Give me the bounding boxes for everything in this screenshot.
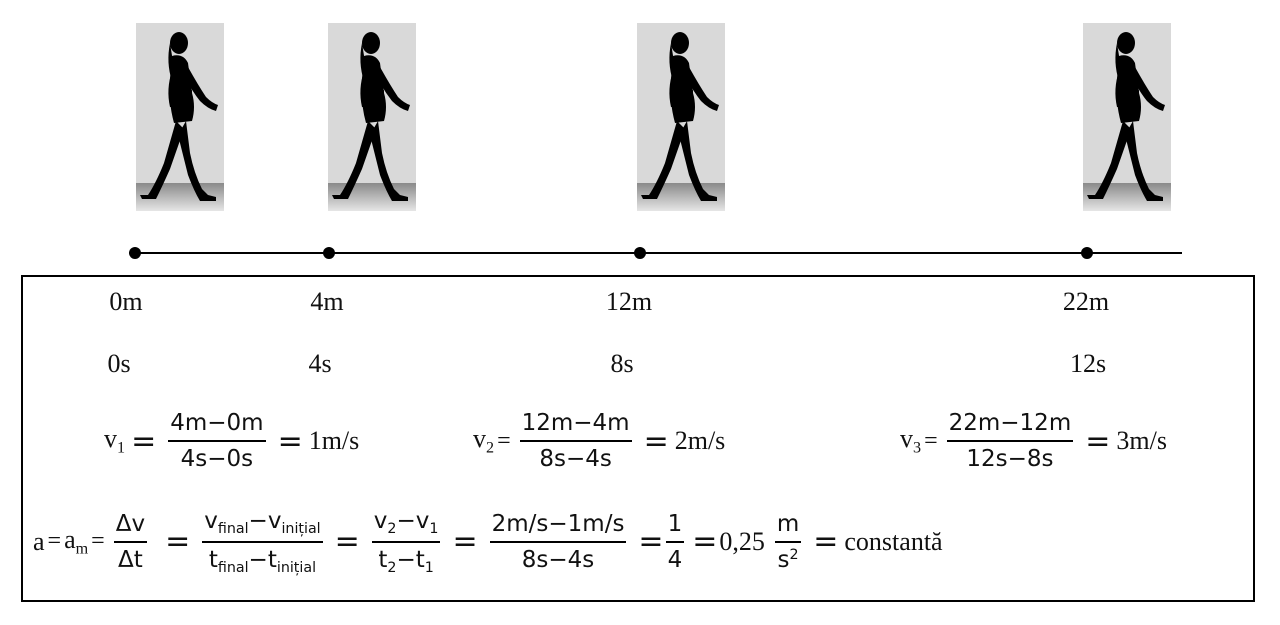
unit-seconds-squared: s2 [777,546,799,573]
position-track [129,247,1182,259]
v3-fraction: 22m−12m 12s−8s [946,410,1074,472]
walking-woman-silhouette-4 [1083,23,1171,211]
time-label-3: 8s [610,349,634,378]
quarter-fraction: 1 4 [665,511,685,573]
track-dot-3 [634,247,646,259]
acceleration-value: 0,25 [719,526,765,556]
constant-result: constantă [844,526,943,556]
velocity-3-equation: v3 = 22m−12m 12s−8s = 3m/s [900,410,1167,472]
walking-woman-silhouette-1 [136,23,224,211]
v3-symbol: v3 [900,424,922,457]
distance-label-1: 0m [109,287,143,316]
track-dot-2 [323,247,335,259]
final-initial-fraction: vfinal−vinițial tfinal−tinițial [202,508,323,576]
v2-minus-v1: v2−v1 [371,508,441,543]
distance-label-4: 22m [1062,287,1110,316]
acceleration-equation: a = am = Δv Δt = vfinal−vinițial tfinal−… [33,508,943,576]
distance-label-3: 12m [605,287,653,316]
woman-silhouette-icon [1087,32,1165,201]
delta-v: Δv [113,511,148,543]
v3-denominator: 12s−8s [966,446,1054,472]
t2-minus-t1: t2−t1 [378,546,434,576]
v1-numerator: 4m−0m [168,410,266,442]
unit-meters: m [774,511,802,543]
v1-fraction: 4m−0m 4s−0s [168,410,266,472]
woman-silhouette-icon [140,32,218,201]
v2-result: 2m/s [674,426,726,455]
track-dot-1 [129,247,141,259]
walking-woman-silhouette-3 [637,23,725,211]
velocity-2-equation: v2 = 12m−4m 8s−4s = 2m/s [473,410,726,472]
numeric-numerator: 2m/s−1m/s [489,511,627,543]
v2-numerator: 12m−4m [519,410,632,442]
numeric-denominator: 8s−4s [521,546,595,573]
velocity-1-equation: v1 = 4m−0m 4s−0s = 1m/s [104,410,360,472]
woman-silhouette-icon [332,32,410,201]
walking-woman-silhouette-2 [328,23,416,211]
v3-result: 3m/s [1116,426,1167,455]
quarter-denominator: 4 [667,546,683,573]
time-label-1: 0s [107,349,131,378]
acceleration-unit: m s2 [774,511,802,573]
v2-denominator: 8s−4s [539,446,612,472]
v1-result: 1m/s [308,426,360,455]
v3-numerator: 22m−12m [946,410,1074,442]
v2-symbol: v2 [473,424,495,457]
v2-fraction: 12m−4m 8s−4s [519,410,632,472]
time-difference: tfinal−tinițial [208,546,317,576]
a-symbol: a [33,526,45,556]
distance-label-2: 4m [310,287,344,316]
v2-v1-fraction: v2−v1 t2−t1 [371,508,441,576]
velocity-difference: vfinal−vinițial [202,508,323,543]
woman-silhouette-icon [641,32,719,201]
time-label-2: 4s [308,349,332,378]
am-symbol: am [64,525,89,558]
time-label-4: 12s [1069,349,1107,378]
quarter-numerator: 1 [665,511,685,543]
delta-t: Δt [118,546,143,573]
track-dot-4 [1081,247,1093,259]
v1-denominator: 4s−0s [180,446,254,472]
formula-box [21,275,1255,602]
delta-fraction: Δv Δt [113,511,148,573]
v1-symbol: v1 [104,424,126,457]
numeric-fraction: 2m/s−1m/s 8s−4s [489,511,627,573]
